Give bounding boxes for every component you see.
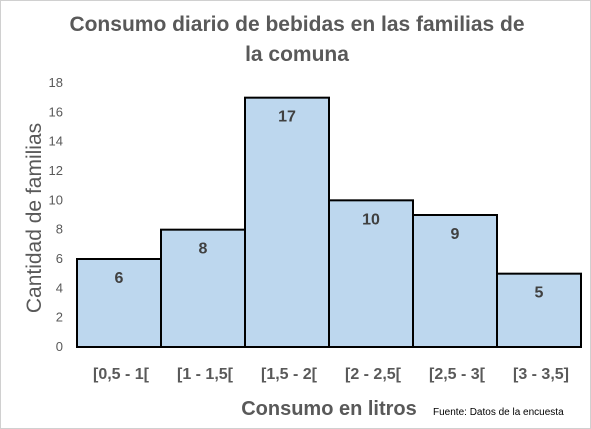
x-tick-label: [1 - 1,5[ — [177, 366, 234, 383]
x-axis-ticks: [0,5 - 1[ [1 - 1,5[ [1,5 - 2[ [2 - 2,5[ [2,5… — [93, 366, 569, 383]
y-tick-label: 8 — [56, 222, 63, 237]
y-tick-label: 0 — [56, 339, 63, 354]
source-note: Fuente: Datos de la encuesta — [433, 407, 564, 418]
bar-value-label: 8 — [199, 241, 208, 258]
bar-value-label: 10 — [362, 211, 380, 228]
y-axis-ticks: 0 2 4 6 8 10 12 14 16 18 — [49, 75, 63, 354]
y-axis-label: Cantidad de familias — [23, 123, 46, 313]
histogram-bar — [244, 96, 330, 348]
x-tick-label: [3 - 3,5] — [513, 366, 569, 383]
y-tick-label: 12 — [49, 163, 63, 178]
y-tick-label: 16 — [49, 104, 63, 119]
histogram-bar — [160, 228, 246, 349]
x-tick-label: [0,5 - 1[ — [93, 366, 150, 383]
y-tick-label: 4 — [56, 280, 63, 295]
bars-group — [76, 96, 582, 349]
bar-value-label: 5 — [535, 285, 544, 302]
histogram-bar — [496, 272, 582, 348]
x-tick-label: [1,5 - 2[ — [261, 366, 318, 383]
y-tick-label: 18 — [49, 75, 63, 90]
data-labels-group: 6 8 17 10 9 5 — [115, 109, 544, 302]
chart-title-line-1: Consumo diario de bebidas en las familia… — [69, 13, 524, 36]
y-tick-label: 6 — [56, 251, 63, 266]
histogram-bar — [328, 199, 414, 348]
y-tick-label: 2 — [56, 310, 63, 325]
x-tick-label: [2,5 - 3[ — [429, 366, 486, 383]
bar-value-label: 6 — [115, 270, 124, 287]
chart-title-line-2: la comuna — [245, 43, 349, 66]
bar-value-label: 17 — [278, 109, 296, 126]
y-tick-label: 10 — [49, 192, 63, 207]
histogram-bar — [76, 258, 162, 348]
x-axis-label: Consumo en litros — [241, 398, 417, 420]
bar-value-label: 9 — [451, 226, 460, 243]
x-tick-label: [2 - 2,5[ — [345, 366, 402, 383]
y-tick-label: 14 — [49, 134, 63, 149]
